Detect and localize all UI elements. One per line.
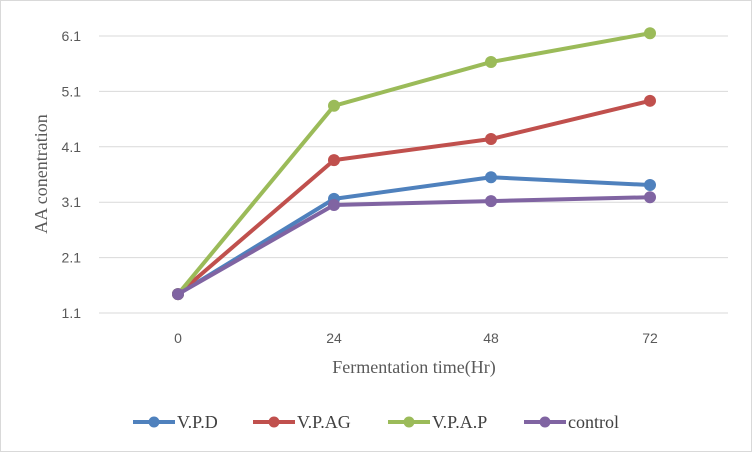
y-tick-label: 6.1 [62,28,82,44]
legend-marker [268,416,280,428]
data-point [485,133,497,146]
data-point [328,99,340,112]
data-point [485,195,497,208]
data-point [644,191,656,204]
legend: V.P.D V.P.AG V.P.A.P control [133,412,619,432]
series-group [172,27,656,301]
legend-item: V.P.A.P [388,412,487,432]
data-point [644,179,656,192]
y-tick-label: 5.1 [62,83,82,99]
x-tick-label: 72 [642,330,658,346]
legend-marker [403,416,415,428]
y-axis-title: AA conentration [31,114,51,233]
data-point [644,94,656,107]
legend-label: control [568,412,619,432]
gridlines [99,35,728,314]
legend-marker [148,416,160,428]
data-point [328,198,340,211]
data-point [644,27,656,40]
x-tick-label: 24 [326,330,342,346]
y-tick-label: 4.1 [62,139,82,155]
series-line [176,175,651,296]
series-line [176,31,651,296]
y-tick-label: 3.1 [62,194,82,210]
data-point [172,288,184,301]
series-V.P.A.P [172,27,656,301]
data-point [485,171,497,184]
x-axis-title: Fermentation time(Hr) [332,357,495,378]
series-line [177,195,651,296]
series-control [172,191,656,301]
legend-label: V.P.D [177,412,218,432]
y-tick-label: 1.1 [62,305,82,321]
y-tick-label: 2.1 [62,250,82,266]
legend-label: V.P.A.P [432,412,487,432]
x-tick-label: 48 [483,330,499,346]
legend-item: V.P.D [133,412,218,432]
legend-marker [539,416,551,428]
data-point [328,154,340,167]
x-axis-ticks: 0 24 48 72 [174,330,658,346]
legend-label: V.P.AG [297,412,351,432]
series-line [176,98,651,296]
legend-item: V.P.AG [253,412,351,432]
y-axis-ticks: 1.1 2.1 3.1 4.1 5.1 6.1 [62,28,82,321]
x-tick-label: 0 [174,330,182,346]
legend-item: control [524,412,619,432]
data-point [485,56,497,69]
